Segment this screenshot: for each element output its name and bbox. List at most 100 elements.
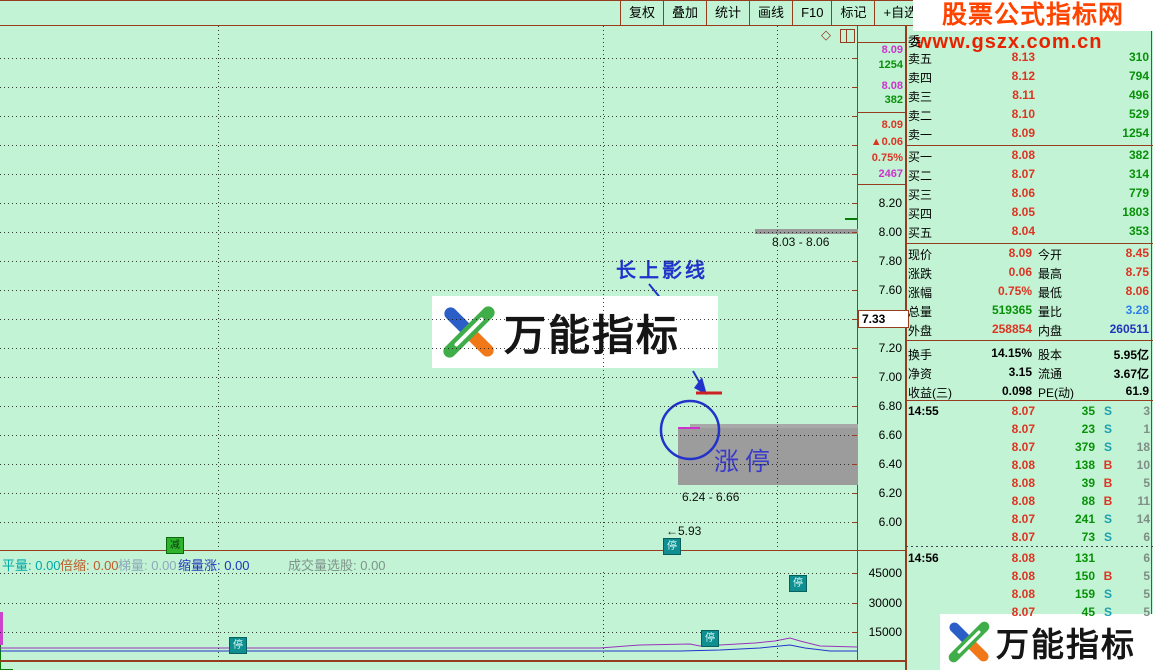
price-gridline [0,116,857,117]
vertical-gridline [218,572,219,660]
tick-group-divider [906,546,1153,547]
panel-divider-1 [906,145,1153,146]
price-axis-label: 7.20 [878,341,902,355]
tick-direction: S [1103,605,1112,619]
toolbar-divider [0,25,1153,26]
info-label: 今开 [1038,248,1063,262]
info-value: 3.67亿 [1113,367,1149,381]
ask-row-label: 卖四 [908,71,933,85]
watermark-bottom-right: 万能指标 [940,614,1153,670]
tick-volume: 241 [1074,512,1095,526]
brand-logo-icon [948,621,990,663]
tick-direction: B [1103,476,1113,490]
event-dot [0,630,3,633]
tick-volume: 150 [1074,569,1095,583]
ask-row-price: 8.09 [1011,126,1035,140]
volume-axis-tick [852,573,857,574]
ask-row-price: 8.11 [1012,88,1035,102]
price-gridline [0,522,857,523]
price-axis-tick [852,493,857,494]
price-axis-label: 8.00 [878,225,902,239]
price-gridline [0,377,857,378]
ask-row-label: 卖五 [908,52,933,66]
split-window-icon[interactable] [840,29,855,43]
indicator-value-平量: 平量: 0.00 [2,558,61,573]
info-value: 8.45 [1125,246,1149,260]
tick-direction: B [1103,458,1113,472]
event-dot [0,624,3,627]
volume-ma-line-1 [0,637,858,649]
price-axis-label: 7.00 [878,370,902,384]
toolbar-button-叠加[interactable]: 叠加 [663,0,706,25]
price-axis-tick [852,232,857,233]
price-axis-tick [852,319,857,320]
toolbar-button-F10[interactable]: F10 [792,0,831,25]
toolbar-button-复权[interactable]: 复权 [620,0,663,25]
panel-left-border [905,26,907,670]
marker-badge-stop: 停 [229,637,247,654]
tick-volume: 159 [1074,587,1095,601]
price-axis-label: 7.60 [878,283,902,297]
info-value: 8.09 [1008,246,1032,260]
info-label: 股本 [1038,348,1063,362]
bid-row-volume: 1803 [1122,205,1149,219]
quote-strip-value: 8.08 [881,80,903,92]
limit-up-box: 涨停 [678,428,858,485]
bid-row-volume: 314 [1128,167,1149,181]
brand-url[interactable]: www.gszx.com.cn [916,31,1103,53]
toolbar-button-+自选[interactable]: +自选 [874,0,925,25]
info-label: 现价 [908,248,933,262]
indicator-value-倍缩: 倍缩: 0.00 [60,558,119,573]
diamond-icon[interactable]: ◇ [821,27,831,42]
tick-price: 8.08 [1011,551,1035,565]
price-axis-tick [852,406,857,407]
price-gridline [0,58,857,59]
tick-count: 3 [1143,404,1150,418]
toolbar-button-标记[interactable]: 标记 [831,0,874,25]
annotation-long-upper-shadow: 长上影线 [616,260,708,282]
tick-price: 8.08 [1011,476,1035,490]
info-label: 内盘 [1038,324,1063,338]
ask-row-label: 卖一 [908,128,933,142]
tick-count: 5 [1143,476,1150,490]
volume-gridline [0,603,857,604]
info-value: 0.75% [997,284,1032,298]
watermark-bottom-right-text: 万能指标 [996,626,1136,663]
bid-row-label: 买四 [908,207,933,221]
candle-wick [0,645,1,669]
price-gridline [0,348,857,349]
axis-left-border [857,26,858,662]
volume-gridline [0,632,857,633]
price-gridline [0,493,857,494]
order-queue-header: 委 [908,34,922,49]
tick-price: 8.07 [1011,512,1035,526]
annotation-low-label: ←5.93 [666,524,702,538]
ask-row-price: 8.13 [1011,50,1035,64]
price-gridline [0,174,857,175]
event-dot [0,621,3,624]
bid-row-volume: 353 [1128,224,1149,238]
tick-count: 1 [1143,422,1150,436]
bid-row-label: 买一 [908,150,933,164]
price-axis-tick [852,261,857,262]
price-axis-tick [852,435,857,436]
tick-volume: 379 [1074,440,1095,454]
bid-row-price: 8.05 [1011,205,1035,219]
tick-count: 6 [1143,530,1150,544]
price-gridline [0,261,857,262]
tick-direction: S [1103,530,1112,544]
event-dot [0,612,3,615]
toolbar-button-统计[interactable]: 统计 [706,0,749,25]
vertical-gridline [777,26,778,550]
indicator-value-缩量涨: 缩量涨: 0.00 [178,558,250,573]
ask-row-volume: 1254 [1122,126,1149,140]
split-window-icon-bar [846,30,847,42]
info-value: 0.098 [1001,384,1032,398]
tick-volume: 131 [1074,551,1095,565]
panel-right-border [1151,26,1152,670]
tick-price: 8.07 [1011,422,1035,436]
vertical-gridline [603,572,604,660]
bottom-border [0,660,906,662]
toolbar-button-画线[interactable]: 画线 [749,0,792,25]
price-gridline [0,203,857,204]
